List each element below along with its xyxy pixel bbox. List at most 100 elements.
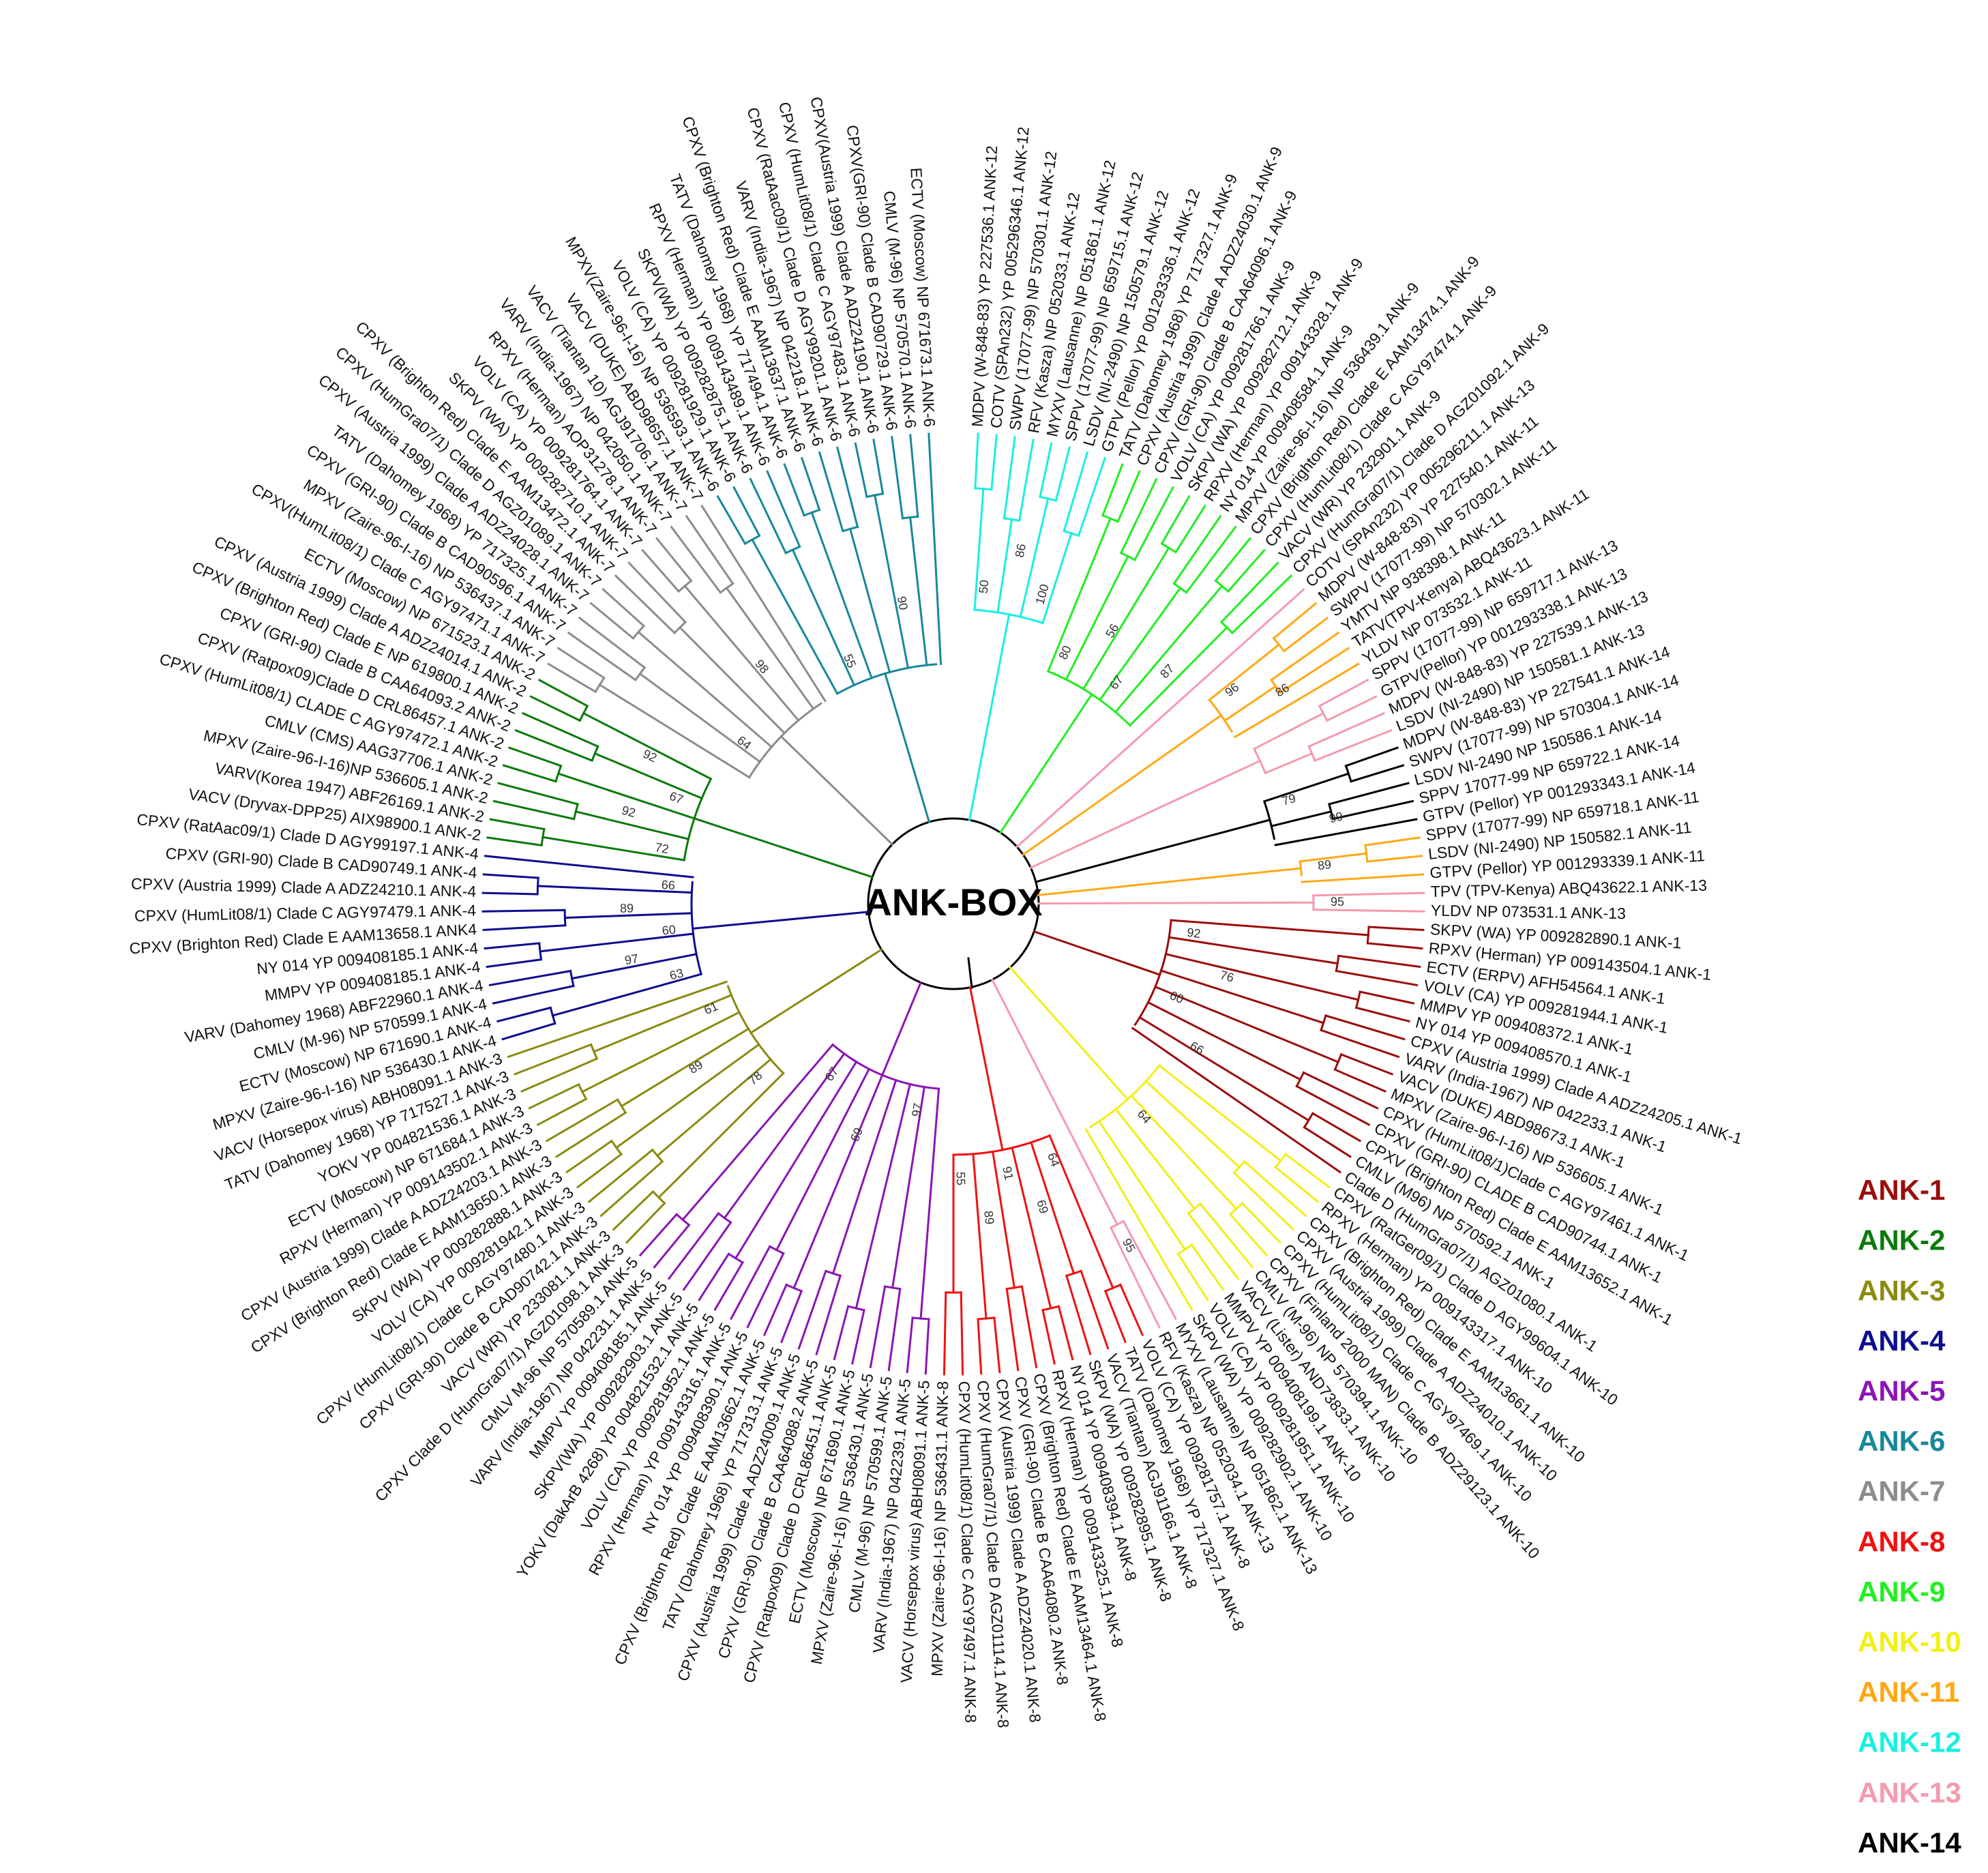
leaf-branch	[531, 696, 580, 720]
bootstrap-value: 50	[977, 579, 992, 594]
leaf-branch	[1329, 783, 1408, 804]
leaf-branch	[1302, 874, 1423, 882]
pair-stem	[584, 713, 711, 779]
pair-stem	[812, 512, 872, 678]
bootstrap-value: 99	[1328, 809, 1344, 825]
leaf-branch	[1274, 604, 1316, 638]
leaf-branch	[1336, 971, 1416, 986]
leaf-branch	[504, 765, 556, 782]
leaf-branch	[978, 1319, 981, 1374]
bootstrap-value: 86	[1273, 681, 1292, 700]
legend-entry: ANK-2	[1858, 1224, 1945, 1256]
pair-stem	[1265, 754, 1311, 773]
clade-stem	[751, 949, 881, 1033]
leaf-branch	[855, 443, 867, 497]
leaf-branch	[1118, 471, 1140, 521]
clade-arc	[1210, 700, 1232, 731]
legend-entry: ANK-10	[1858, 1625, 1961, 1657]
clade-stem	[1036, 820, 1270, 882]
leaf-branch	[1333, 801, 1412, 819]
leaf-branch	[925, 1319, 929, 1374]
leaf-branch	[1314, 910, 1424, 912]
clade-stem	[1038, 868, 1301, 895]
leaf-branch	[1367, 856, 1422, 861]
leaf-branch	[1245, 1162, 1306, 1216]
pair-stem	[736, 1062, 857, 1258]
bootstrap-value: 55	[954, 1172, 968, 1185]
leaf-branch	[1365, 838, 1419, 845]
bootstrap-value: 89	[687, 1057, 706, 1076]
leaf-branch	[1022, 1286, 1036, 1367]
pair-arc	[580, 706, 587, 720]
bootstrap-value: 55	[841, 652, 859, 670]
clade-stem	[781, 737, 892, 844]
leaf-branch	[767, 471, 799, 546]
leaf-branch	[834, 1306, 848, 1359]
leaf-branch	[1189, 1213, 1238, 1279]
legend-entry: ANK-3	[1858, 1274, 1945, 1306]
leaf-branch	[929, 434, 941, 664]
bootstrap-value: 87	[1157, 662, 1176, 681]
leaf-branch	[1234, 1173, 1294, 1229]
leaf-branch	[944, 1293, 945, 1374]
bootstrap-value: 69	[848, 1125, 865, 1143]
leaf-branch	[892, 437, 903, 518]
leaf-branch	[1230, 1214, 1266, 1255]
leaf-branch	[1040, 443, 1052, 497]
leaf-branch	[614, 1192, 653, 1229]
pair-arc	[612, 1141, 621, 1154]
pair-arc	[579, 1085, 587, 1099]
bootstrap-value: 91	[1000, 1165, 1016, 1181]
pair-arc	[1162, 544, 1176, 552]
pair-stem	[1169, 937, 1337, 963]
leaf-branch	[1309, 713, 1384, 747]
pair-arc	[539, 943, 541, 960]
leaf-branch	[1327, 696, 1376, 720]
bootstrap-value: 60	[1168, 988, 1185, 1006]
bootstrap-value: 66	[1187, 1039, 1206, 1057]
leaf-branch	[669, 1213, 719, 1279]
leaf-branch	[671, 527, 720, 593]
clade-stem	[885, 674, 930, 823]
pair-arc	[618, 1100, 626, 1112]
bootstrap-value: 56	[1103, 621, 1121, 640]
leaf-branch	[483, 893, 537, 894]
leaf-branch	[580, 618, 644, 668]
leaf-branch	[874, 440, 883, 494]
bootstrap-value: 67	[668, 789, 685, 807]
pair-arc	[595, 678, 604, 692]
pair-stem	[659, 1073, 784, 1197]
pair-stem	[921, 1089, 939, 1318]
pair-stem	[973, 1154, 986, 1318]
pair-stem	[833, 1080, 895, 1273]
leaf-branch	[483, 910, 565, 911]
leaf-branch	[1242, 1203, 1280, 1243]
leaf-branch	[684, 1222, 731, 1289]
clade-stem	[1039, 902, 1314, 903]
pair-arc	[1189, 1204, 1201, 1213]
clade-stem	[693, 912, 869, 929]
leaf-branch	[547, 1100, 618, 1140]
leaf-branch	[616, 576, 674, 633]
leaf-branch	[1200, 1204, 1252, 1267]
leaf-branch	[1360, 992, 1413, 1003]
leaf-branch	[992, 435, 996, 490]
pair-stem	[1166, 954, 1358, 1000]
leaf-branch	[1346, 748, 1397, 766]
bootstrap-value: 64	[735, 733, 754, 752]
leaf-branch	[539, 680, 587, 706]
leaf-branch	[523, 713, 598, 747]
leaf-branch	[629, 563, 685, 622]
bootstrap-value: 92	[620, 803, 637, 821]
pair-arc	[1367, 927, 1369, 943]
leaf-branch	[603, 589, 644, 625]
bootstrap-value: 72	[654, 840, 670, 856]
leaf-label: YLDV NP 073531.1 ANK-13	[1431, 902, 1626, 923]
bootstrap-value: 86	[1013, 543, 1028, 559]
leaf-branch	[1121, 1285, 1142, 1335]
pair-stem	[1066, 557, 1128, 680]
leaf-branch	[569, 633, 636, 680]
pair-arc	[541, 829, 544, 846]
pair-stem	[910, 518, 927, 666]
pair-arc	[1304, 1113, 1312, 1127]
